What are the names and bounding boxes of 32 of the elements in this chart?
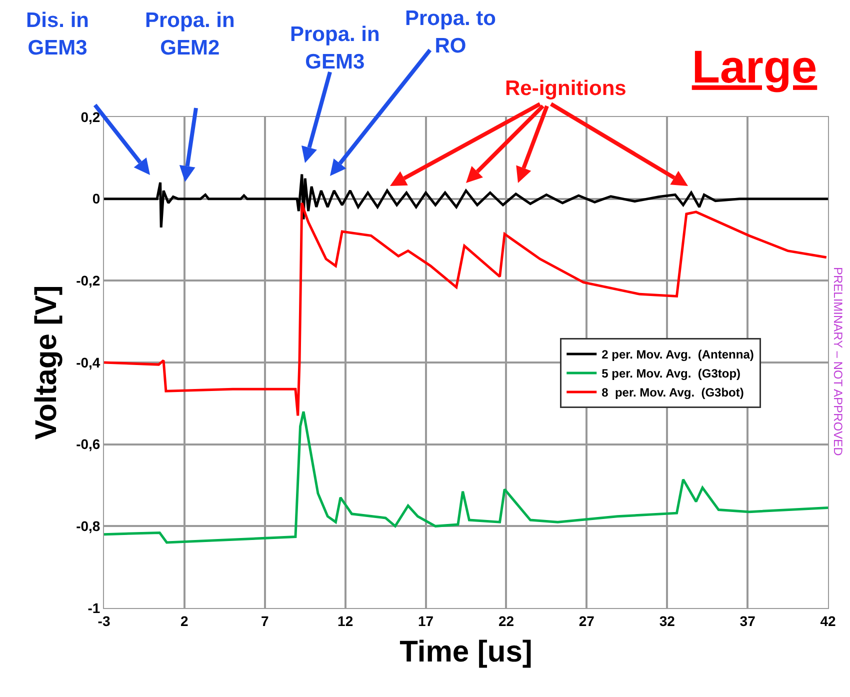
x-tick-label: 27 (578, 612, 595, 629)
line-series (104, 410, 828, 544)
x-tick-label: 22 (498, 612, 514, 629)
text: Re-ignitions (505, 77, 626, 100)
y-tick-label: -0,2 (76, 272, 100, 289)
line-series (104, 173, 828, 229)
text: PRELIMINARY – NOT APPROVED (831, 267, 845, 456)
x-tick-label: 17 (418, 612, 434, 629)
y-tick-label: -0,8 (76, 518, 100, 534)
text: Propa. in GEM2 (145, 9, 235, 60)
legend-label: 5 per. Mov. Avg. (G3top) (602, 366, 741, 381)
y-tick-label: -0,6 (76, 436, 100, 452)
legend-label: 8 per. Mov. Avg. (G3bot) (602, 386, 744, 400)
x-tick-label: 2 (180, 612, 189, 629)
text: Propa. to RO (405, 7, 496, 58)
text: Dis. in GEM3 (26, 9, 90, 60)
x-tick-label: -3 (98, 612, 110, 629)
x-axis-title: Time [us] (400, 635, 532, 668)
y-tick-label: 0,2 (80, 108, 100, 125)
y-axis-title: Voltage [V] (30, 285, 64, 440)
x-tick-label: 32 (659, 612, 676, 629)
x-tick-label: 7 (260, 612, 269, 629)
y-tick-label: 0 (92, 190, 100, 207)
y-tick-label: -0,4 (76, 354, 100, 370)
text: Propa. in GEM3 (290, 23, 380, 74)
line-series (104, 202, 828, 417)
legend-label: 2 per. Mov. Avg. (Antenna) (602, 348, 754, 362)
x-tick-label: 37 (740, 612, 756, 629)
x-tick-label: 42 (820, 612, 836, 629)
y-tick-label: -1 (88, 600, 100, 616)
chart-title: Large (692, 40, 818, 92)
x-tick-label: 12 (338, 612, 354, 629)
